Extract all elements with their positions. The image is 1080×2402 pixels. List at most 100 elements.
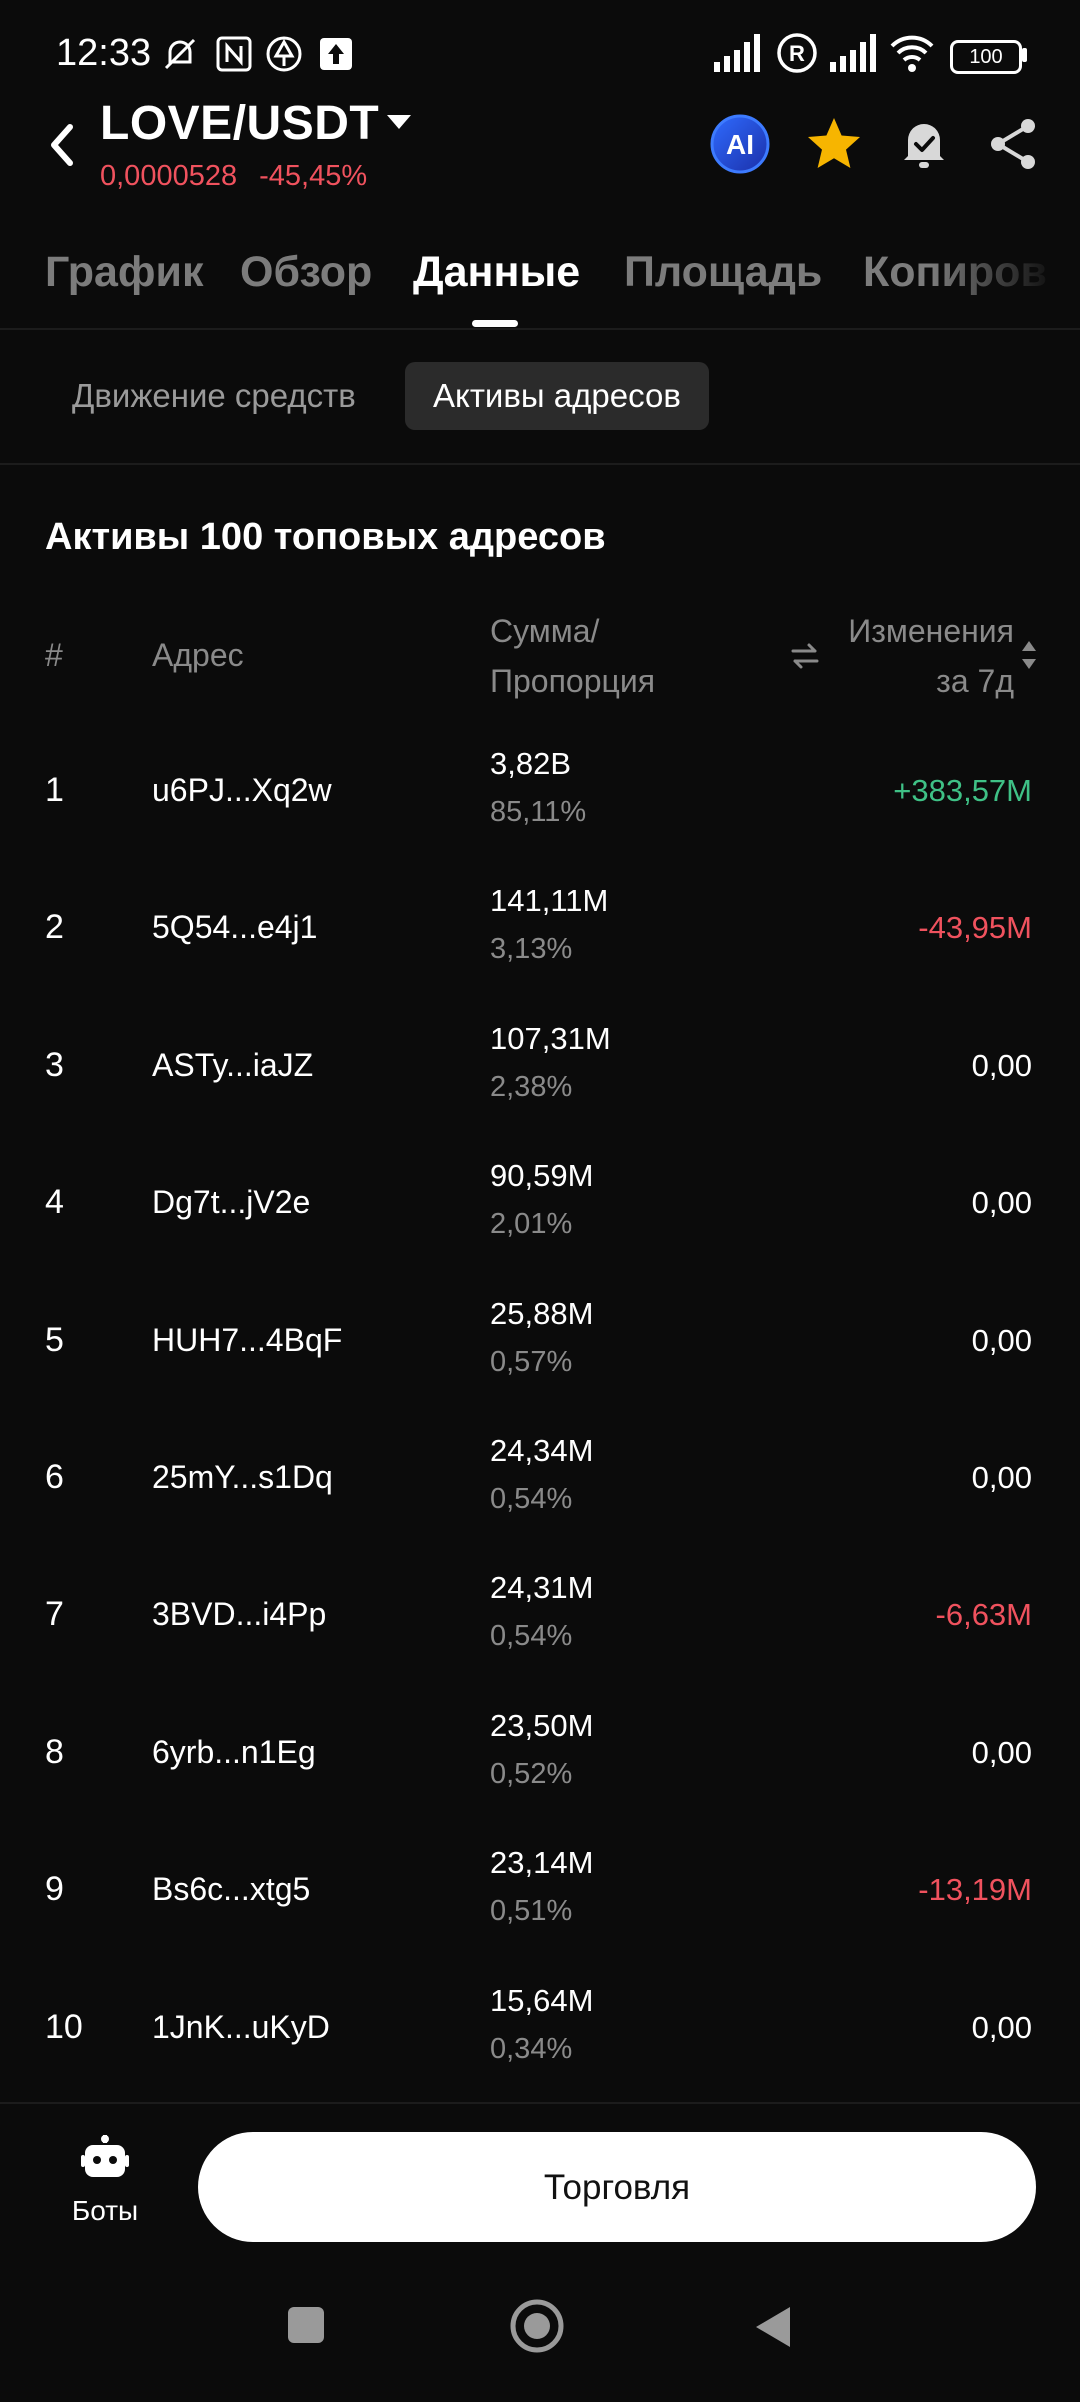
main-tabs: График Обзор Данные Площадь Копиров: [0, 248, 1080, 328]
ai-icon: AI: [710, 114, 770, 174]
table-row[interactable]: 8 6yrb...n1Eg 23,50M 0,52% 0,00: [0, 1684, 1080, 1821]
row-address: Dg7t...jV2e: [152, 1184, 311, 1221]
battery-icon: 100: [950, 40, 1022, 74]
row-change: 0,00: [971, 1047, 1032, 1083]
row-amount: 25,88M: [490, 1295, 594, 1331]
share-icon[interactable]: [982, 112, 1046, 176]
row-address: 6yrb...n1Eg: [152, 1733, 316, 1770]
row-amount: 23,14M: [490, 1845, 594, 1881]
ai-label: AI: [726, 129, 754, 160]
row-address: 3BVD...i4Pp: [152, 1596, 327, 1633]
row-amount: 3,82B: [490, 746, 572, 781]
row-rank: 8: [45, 1732, 64, 1771]
column-amount-line2: Пропорция: [490, 663, 656, 699]
row-rank: 5: [45, 1320, 64, 1359]
row-address: Bs6c...xtg5: [152, 1871, 311, 1908]
muted-bell-icon: [164, 38, 196, 70]
row-share: 0,57%: [490, 1345, 573, 1378]
row-amount: 24,34M: [490, 1433, 594, 1468]
active-tab-indicator: [472, 320, 518, 327]
row-rank: 3: [45, 1045, 64, 1084]
pair-title[interactable]: LOVE/USDT: [100, 97, 380, 150]
battery-level: 100: [969, 46, 1003, 68]
roaming-icon: R: [777, 33, 817, 73]
app-notification-icon: [266, 36, 302, 72]
wifi-icon: [890, 35, 934, 72]
row-change: 0,00: [971, 2009, 1032, 2045]
tab-data[interactable]: Данные: [413, 248, 581, 296]
bots-button[interactable]: Боты: [50, 2135, 160, 2235]
row-share: 2,01%: [490, 1208, 573, 1241]
star-icon[interactable]: [802, 112, 866, 176]
recents-icon[interactable]: [286, 2305, 326, 2345]
signal-2-icon: [830, 34, 876, 72]
column-amount: Сумма/ Пропорция: [490, 606, 655, 706]
row-share: 0,51%: [490, 1895, 573, 1928]
swap-icon[interactable]: [790, 642, 820, 670]
price-row: 0,0000528 -45,45%: [100, 160, 367, 193]
row-share: 0,52%: [490, 1757, 573, 1790]
row-rank: 6: [45, 1458, 64, 1496]
row-address: ASTy...iaJZ: [152, 1046, 314, 1083]
ai-button[interactable]: AI: [708, 112, 772, 176]
table-row[interactable]: 3 ASTy...iaJZ 107,31M 2,38% 0,00: [0, 997, 1080, 1134]
status-bar: 12:33 R 100: [0, 0, 1080, 110]
row-change: +383,57M: [893, 773, 1032, 808]
table-row[interactable]: 7 3BVD...i4Pp 24,31M 0,54% -6,63M: [0, 1546, 1080, 1683]
battery-tip: [1022, 48, 1027, 62]
row-amount: 141,11M: [490, 883, 609, 919]
column-address: Адрес: [152, 637, 244, 673]
row-rank: 1: [45, 771, 64, 809]
row-change: -6,63M: [935, 1597, 1032, 1633]
svg-text:R: R: [789, 41, 805, 66]
robot-icon: [81, 2135, 129, 2177]
trade-button[interactable]: Торговля: [198, 2132, 1036, 2242]
nfc-icon: [216, 36, 252, 72]
row-amount: 90,59M: [490, 1158, 594, 1194]
row-address: 5Q54...e4j1: [152, 909, 318, 946]
table-row[interactable]: 2 5Q54...e4j1 141,11M 3,13% -43,95M: [0, 859, 1080, 996]
dropdown-caret-icon[interactable]: [385, 112, 413, 132]
row-change: -43,95M: [918, 910, 1032, 946]
bots-label: Боты: [71, 2195, 139, 2226]
table-row[interactable]: 1 u6PJ...Xq2w 3,82B 85,11% +383,57M: [0, 722, 1080, 859]
row-address: 25mY...s1Dq: [152, 1459, 333, 1495]
tabs-divider: [0, 328, 1080, 330]
subtab-fund-flow[interactable]: Движение средств: [72, 377, 356, 414]
row-change: -13,19M: [918, 1872, 1032, 1908]
row-rank: 7: [45, 1595, 64, 1634]
home-icon[interactable]: [510, 2299, 564, 2353]
signal-icon: [714, 34, 760, 72]
column-change-line2: за 7д: [936, 663, 1014, 699]
row-amount: 107,31M: [490, 1020, 611, 1056]
row-rank: 9: [45, 1870, 64, 1909]
row-amount: 23,50M: [490, 1707, 594, 1743]
subtab-address-assets[interactable]: Активы адресов: [405, 362, 709, 430]
back-nav-icon[interactable]: [752, 2305, 792, 2349]
subtabs-divider: [0, 463, 1080, 465]
last-price: 0,0000528: [100, 160, 238, 192]
table-row[interactable]: 10 1JnK...uKyD 15,64M 0,34% 0,00: [0, 1959, 1080, 2096]
row-rank: 2: [45, 908, 64, 947]
table-row[interactable]: 6 25mY...s1Dq 24,34M 0,54% 0,00: [0, 1409, 1080, 1546]
sort-icon[interactable]: [1020, 638, 1038, 672]
upload-icon: [320, 38, 352, 70]
row-amount: 24,31M: [490, 1570, 594, 1606]
row-share: 2,38%: [490, 1070, 573, 1103]
column-rank: #: [45, 637, 63, 673]
back-arrow-icon[interactable]: [40, 115, 84, 175]
row-change: 0,00: [971, 1460, 1032, 1495]
price-change: -45,45%: [259, 160, 368, 192]
column-change[interactable]: Изменения за 7д: [848, 606, 1014, 706]
table-row[interactable]: 4 Dg7t...jV2e 90,59M 2,01% 0,00: [0, 1134, 1080, 1271]
bell-check-icon[interactable]: [892, 112, 956, 176]
tab-square[interactable]: Площадь: [624, 248, 823, 296]
row-address: u6PJ...Xq2w: [152, 772, 332, 808]
tab-chart[interactable]: График: [45, 248, 204, 296]
tab-overview[interactable]: Обзор: [240, 248, 373, 296]
row-share: 0,54%: [490, 1483, 573, 1515]
row-rank: 10: [45, 2007, 83, 2046]
table-row[interactable]: 9 Bs6c...xtg5 23,14M 0,51% -13,19M: [0, 1821, 1080, 1958]
table-row[interactable]: 5 HUH7...4BqF 25,88M 0,57% 0,00: [0, 1272, 1080, 1409]
row-share: 0,34%: [490, 2032, 573, 2065]
